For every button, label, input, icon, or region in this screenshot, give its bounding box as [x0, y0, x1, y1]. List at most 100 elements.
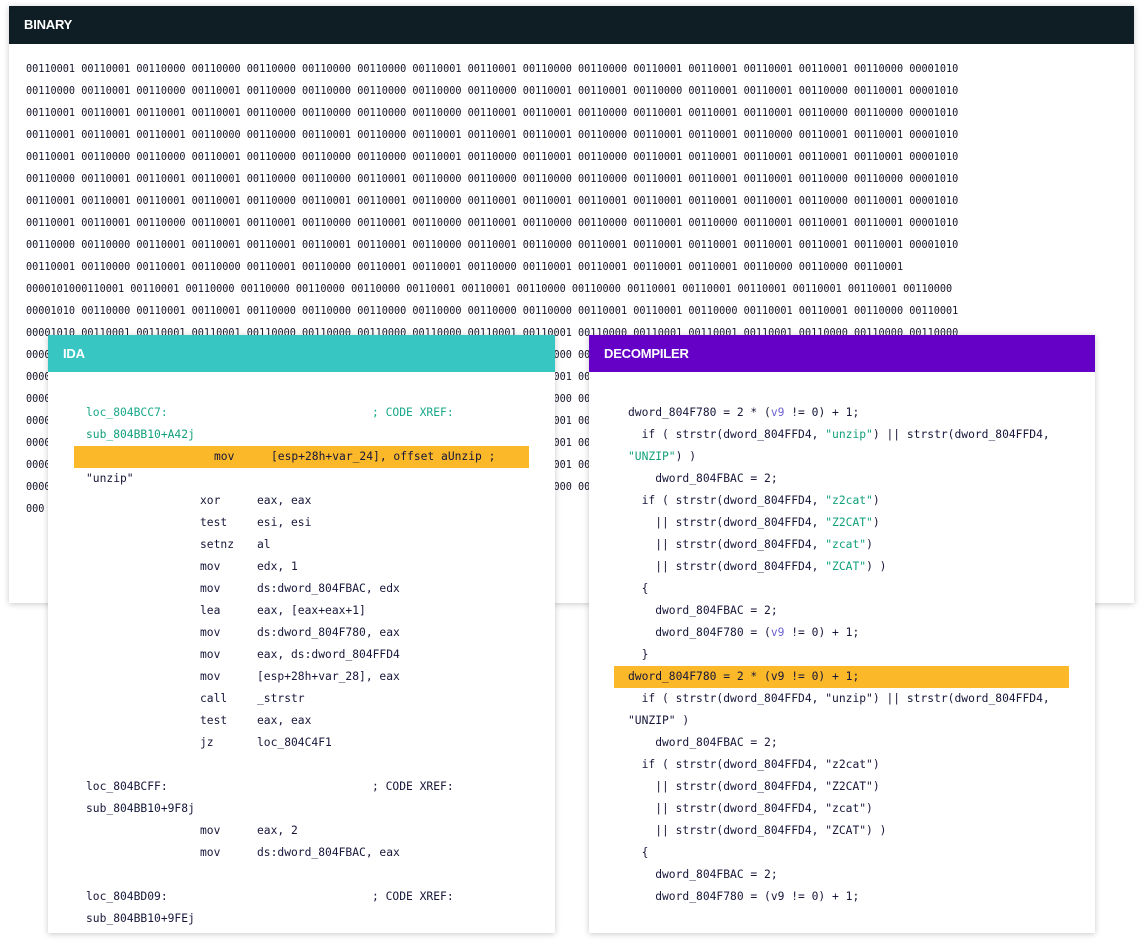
instruction-mnemonic: setnz	[200, 538, 235, 551]
code-token: dword_804F780 = 2 * (v9 != 0) + 1;	[628, 670, 860, 683]
code-token: "zcat"	[825, 538, 867, 551]
ida-disassembly: loc_804BCC7: ; CODE XREF: sub_804BB10+A42j…	[48, 402, 555, 930]
instruction-mnemonic: call	[200, 692, 228, 705]
code-line: mov eax, ds:dword_804FFD4	[48, 644, 555, 666]
instruction-mnemonic: mov	[200, 626, 221, 639]
code-line: {	[589, 578, 1095, 600]
code-token: "Z2CAT"	[825, 516, 873, 529]
binary-line: 00110000 00110000 00110001 00110001 0011…	[26, 240, 959, 251]
code-token: )	[866, 538, 873, 551]
instruction-mnemonic: jz	[200, 736, 214, 749]
code-token: || strstr(dword_804FFD4, "ZCAT") )	[628, 824, 887, 837]
code-token: != 0) + 1;	[784, 406, 860, 419]
code-line: loc_804BD09: ; CODE XREF:	[48, 886, 555, 908]
code-label: loc_804BCC7:	[86, 406, 168, 419]
instruction-operands: ds:dword_804FBAC, edx	[257, 582, 400, 595]
binary-line: 00110001 00110001 00110001 00110001 0011…	[26, 108, 959, 119]
code-token: "unzip"	[825, 428, 873, 441]
instruction-operands: esi, esi	[257, 516, 312, 529]
instruction-mnemonic: test	[200, 516, 228, 529]
code-line: test eax, eax	[48, 710, 555, 732]
code-line: dword_804FBAC = 2;	[589, 468, 1095, 490]
code-token: dword_804FBAC = 2;	[628, 604, 778, 617]
code-line: test esi, esi	[48, 512, 555, 534]
code-token: ) || strstr(dword_804FFD4,	[872, 428, 1050, 441]
code-line: mov ds:dword_804FBAC, eax	[48, 842, 555, 864]
binary-line: 00110001 00110001 00110000 00110000 0011…	[26, 64, 959, 75]
code-line: }	[589, 644, 1095, 666]
binary-line: 00110001 00110001 00110001 00110000 0011…	[26, 130, 959, 141]
instruction-mnemonic: mov	[200, 648, 221, 661]
code-line: dword_804F780 = 2 * (v9 != 0) + 1;	[589, 402, 1095, 424]
instruction-mnemonic: lea	[200, 604, 221, 617]
code-token: dword_804FBAC = 2;	[628, 472, 778, 485]
code-line: setnz al	[48, 534, 555, 556]
code-line: sub_804BB10+A42j	[48, 424, 555, 446]
instruction-operands: eax, 2	[257, 824, 298, 837]
binary-line: 00110001 00110000 00110000 00110001 0011…	[26, 152, 959, 163]
binary-line: 00110000 00110001 00110000 00110001 0011…	[26, 86, 959, 97]
code-token: || strstr(dword_804FFD4, "zcat")	[628, 802, 873, 815]
code-text: "unzip"	[86, 472, 134, 485]
binary-line: 00110001 00110001 00110001 00110001 0011…	[26, 196, 959, 207]
code-line: || strstr(dword_804FFD4, "Z2CAT")	[589, 776, 1095, 798]
code-line: dword_804FBAC = 2;	[589, 600, 1095, 622]
code-token: "ZCAT"	[825, 560, 867, 573]
binary-line: 0000101000110001 00110001 00110000 00110…	[26, 284, 953, 295]
code-line: || strstr(dword_804FFD4, "ZCAT") )	[589, 820, 1095, 842]
binary-line: 00110001 00110000 00110001 00110000 0011…	[26, 262, 904, 273]
code-token: dword_804F780 = (	[628, 626, 771, 639]
code-line: mov ds:dword_804FBAC, edx	[48, 578, 555, 600]
instruction-operands: eax, ds:dword_804FFD4	[257, 648, 400, 661]
highlighted-statement: dword_804F780 = 2 * (v9 != 0) + 1;	[614, 666, 1069, 688]
code-line: call _strstr	[48, 688, 555, 710]
instruction-operands: [esp+28h+var_24], offset aUnzip ;	[271, 450, 496, 463]
instruction-mnemonic: mov	[200, 846, 221, 859]
code-token: || strstr(dword_804FFD4,	[628, 538, 826, 551]
code-token: ) )	[675, 450, 697, 463]
instruction-operands: eax, eax	[257, 714, 312, 727]
code-token: dword_804F780 = (v9 != 0) + 1;	[628, 890, 860, 903]
code-line: mov ds:dword_804F780, eax	[48, 622, 555, 644]
code-label: loc_804BD09:	[86, 890, 168, 903]
code-token: if ( strstr(dword_804FFD4, "z2cat")	[628, 758, 880, 771]
code-token: if ( strstr(dword_804FFD4,	[628, 428, 826, 441]
instruction-operands: edx, 1	[257, 560, 298, 573]
binary-line: 000	[26, 504, 45, 515]
decompiler-panel: DECOMPILER dword_804F780 = 2 * (v9 != 0)…	[589, 335, 1095, 933]
code-line: || strstr(dword_804FFD4, "Z2CAT")	[589, 512, 1095, 534]
instruction-operands: [esp+28h+var_28], eax	[257, 670, 400, 683]
code-line: if ( strstr(dword_804FFD4, "z2cat")	[589, 490, 1095, 512]
binary-panel-title: BINARY	[9, 6, 1134, 44]
instruction-operands: eax, eax	[257, 494, 312, 507]
code-token: dword_804FBAC = 2;	[628, 868, 778, 881]
code-line: || strstr(dword_804FFD4, "zcat")	[589, 798, 1095, 820]
code-token: v9	[770, 406, 785, 419]
code-line: loc_804BCFF: ; CODE XREF:	[48, 776, 555, 798]
instruction-operands: ds:dword_804F780, eax	[257, 626, 400, 639]
code-token: "UNZIP" )	[628, 714, 690, 727]
code-token: ) )	[866, 560, 887, 573]
code-comment: ; CODE XREF:	[372, 780, 454, 793]
code-line	[48, 864, 555, 886]
code-line: sub_804BB10+9FEj	[48, 908, 555, 930]
code-line: if ( strstr(dword_804FFD4, "unzip") || s…	[589, 424, 1095, 446]
code-text: sub_804BB10+9F8j	[86, 802, 195, 815]
binary-line: 00001010 00110000 00110001 00110001 0011…	[26, 306, 959, 317]
code-token: v9	[770, 626, 785, 639]
code-token: != 0) + 1;	[784, 626, 860, 639]
code-token: {	[628, 846, 649, 859]
decompiler-code: dword_804F780 = 2 * (v9 != 0) + 1; if ( …	[589, 402, 1095, 908]
code-token: dword_804FBAC = 2;	[628, 736, 778, 749]
binary-line: 00110000 00110001 00110001 00110001 0011…	[26, 174, 959, 185]
highlighted-instruction: mov [esp+28h+var_24], offset aUnzip ;	[74, 446, 529, 468]
ida-panel-title: IDA	[48, 335, 555, 372]
code-line: {	[589, 842, 1095, 864]
code-line: if ( strstr(dword_804FFD4, "z2cat")	[589, 754, 1095, 776]
instruction-mnemonic: mov	[200, 560, 221, 573]
code-token: if ( strstr(dword_804FFD4, "unzip") || s…	[628, 692, 1050, 705]
code-line: "UNZIP" )	[589, 710, 1095, 732]
instruction-mnemonic: xor	[200, 494, 221, 507]
code-token: "UNZIP"	[628, 450, 676, 463]
code-token: || strstr(dword_804FFD4,	[628, 560, 826, 573]
